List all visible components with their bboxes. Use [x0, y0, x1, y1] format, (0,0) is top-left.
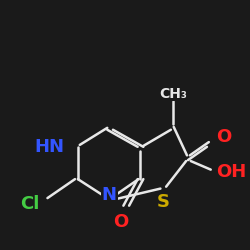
Text: O: O — [113, 213, 128, 231]
Text: Cl: Cl — [20, 195, 40, 213]
Text: O: O — [216, 128, 232, 146]
Text: CH₃: CH₃ — [159, 87, 187, 101]
Text: S: S — [157, 193, 170, 211]
Text: HN: HN — [34, 138, 64, 156]
Text: OH: OH — [216, 162, 247, 180]
Text: N: N — [102, 186, 117, 204]
